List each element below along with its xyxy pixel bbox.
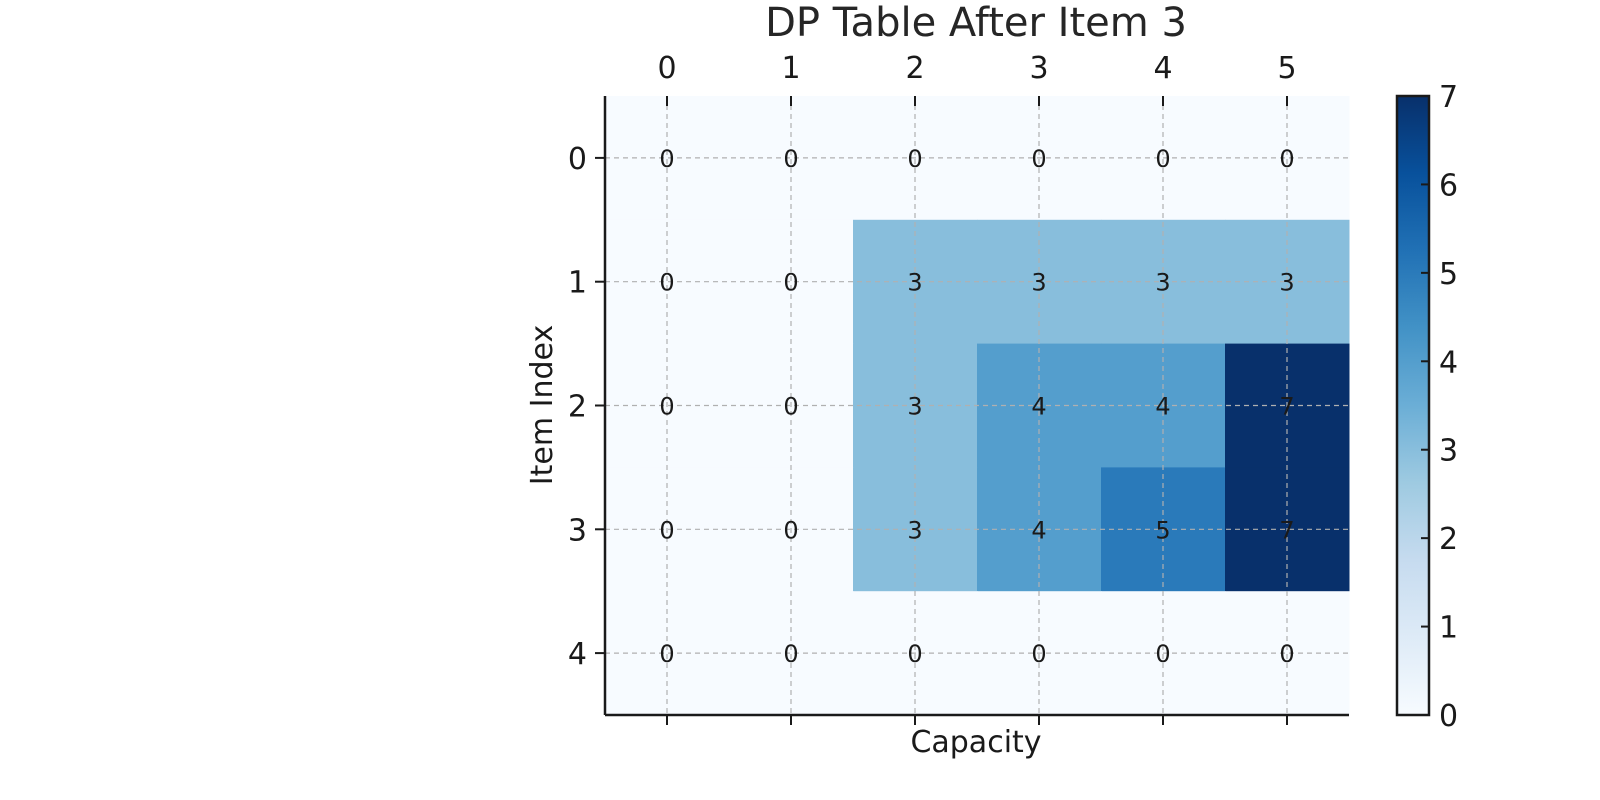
cell-value-label: 0 <box>783 269 798 297</box>
cell-value-label: 7 <box>1279 516 1294 544</box>
colorbar-tick-label: 2 <box>1439 522 1458 557</box>
cell-value-label: 0 <box>907 145 922 173</box>
cell-value-label: 0 <box>1155 640 1170 668</box>
cell-value-label: 3 <box>1031 269 1046 297</box>
cell-value-label: 0 <box>1031 640 1046 668</box>
y-tick-label: 2 <box>568 390 587 425</box>
colorbar-tick-label: 0 <box>1439 699 1458 734</box>
colorbar-tick-label: 7 <box>1439 80 1458 115</box>
colorbar-ticks: 0 1 2 3 4 5 6 7 <box>1421 80 1458 734</box>
cell-value-label: 0 <box>659 145 674 173</box>
cell-value-label: 0 <box>659 269 674 297</box>
x-tick-label: 4 <box>1153 51 1172 86</box>
cell-value-label: 0 <box>783 145 798 173</box>
x-tick-label: 2 <box>905 51 924 86</box>
cell-value-label: 0 <box>659 640 674 668</box>
cell-value-label: 4 <box>1155 393 1170 421</box>
gridlines <box>605 96 1349 715</box>
x-tick-label: 1 <box>781 51 800 86</box>
cell-value-label: 0 <box>659 393 674 421</box>
cell-value-labels: 0 0 0 0 0 0 0 0 3 3 3 3 0 0 3 4 4 7 0 0 3 4 5 7 0 0 0 0 0 0 <box>659 145 1294 668</box>
y-tick-label: 4 <box>568 637 587 672</box>
x-tick-label: 5 <box>1277 51 1296 86</box>
colorbar-tick-label: 4 <box>1439 345 1458 380</box>
colorbar-tick-label: 6 <box>1439 168 1458 203</box>
colorbar-tick-label: 3 <box>1439 434 1458 469</box>
y-tick-label: 1 <box>568 266 587 301</box>
cell-value-label: 0 <box>1155 145 1170 173</box>
cell-value-label: 0 <box>783 516 798 544</box>
cell-value-label: 0 <box>783 640 798 668</box>
cell-value-label: 0 <box>1279 640 1294 668</box>
x-axis-label: Capacity <box>910 725 1041 760</box>
cell-value-label: 7 <box>1279 393 1294 421</box>
x-tick-labels: 0 1 2 3 4 5 <box>657 51 1297 725</box>
y-axis-label: Item Index <box>525 325 560 485</box>
cell-value-label: 3 <box>907 393 922 421</box>
colorbar-tick-label: 5 <box>1439 257 1458 292</box>
cell-value-label: 0 <box>783 393 798 421</box>
y-tick-label: 3 <box>568 513 587 548</box>
y-tick-label: 0 <box>568 142 587 177</box>
cell-value-label: 0 <box>659 516 674 544</box>
cell-value-label: 3 <box>907 516 922 544</box>
colorbar-gradient <box>1395 94 1431 717</box>
cell-value-label: 0 <box>1031 145 1046 173</box>
colorbar: 0 1 2 3 4 5 6 7 <box>1395 80 1458 734</box>
cell-value-label: 0 <box>1279 145 1294 173</box>
cell-value-label: 5 <box>1155 516 1170 544</box>
x-tick-label: 3 <box>1029 51 1048 86</box>
cell-value-label: 3 <box>1279 269 1294 297</box>
y-tick-labels: 0 1 2 3 4 <box>568 142 605 672</box>
cell-value-label: 0 <box>907 640 922 668</box>
cell-value-label: 3 <box>1155 269 1170 297</box>
colorbar-tick-label: 1 <box>1439 611 1458 646</box>
cell-value-label: 4 <box>1031 393 1046 421</box>
cell-value-label: 3 <box>907 269 922 297</box>
x-tick-label: 0 <box>657 51 676 86</box>
chart-title: DP Table After Item 3 <box>765 0 1187 46</box>
cell-value-label: 4 <box>1031 516 1046 544</box>
